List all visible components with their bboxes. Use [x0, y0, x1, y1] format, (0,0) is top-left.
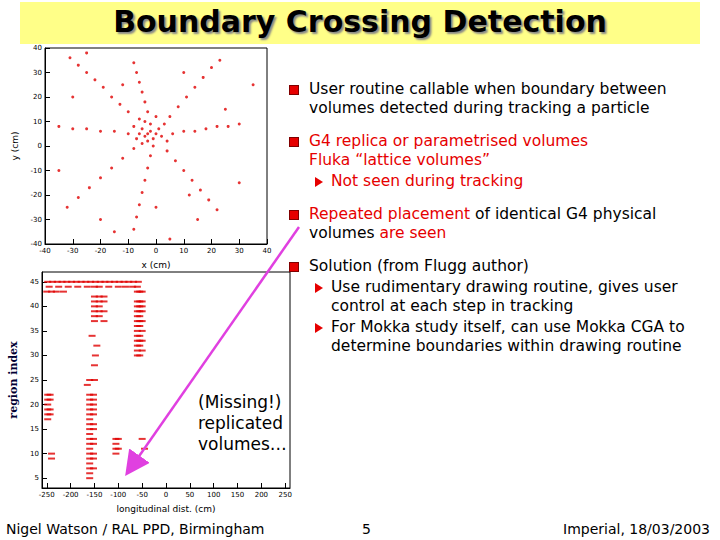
svg-text:0: 0 — [154, 247, 158, 255]
svg-text:x (cm): x (cm) — [142, 260, 171, 270]
svg-text:0: 0 — [38, 142, 42, 150]
html-text:5: 5 — [362, 521, 371, 537]
html-text:Boundary Crossing Detection: Boundary Crossing Detection — [113, 4, 607, 39]
svg-text:30: 30 — [33, 69, 42, 77]
html-text:Not seen during tracking: Not seen during tracking — [331, 172, 524, 190]
html-text:Imperial, 18/03/2003: Imperial, 18/03/2003 — [563, 521, 710, 537]
svg-text:-10: -10 — [31, 167, 42, 175]
html-text:For Mokka study itself, can us: For Mokka study itself, can use Mokka CG… — [331, 318, 685, 355]
svg-text:longitudinal dist. (cm): longitudinal dist. (cm) — [117, 504, 216, 514]
svg-text:5: 5 — [35, 474, 39, 482]
html-text:G4 replica or parametrised vol: G4 replica or parametrised volumes Fluka… — [309, 132, 588, 169]
html-text:User routine callable when bou: User routine callable when boundary betw… — [309, 80, 667, 117]
svg-text:-20: -20 — [31, 191, 42, 199]
svg-text:20: 20 — [33, 93, 42, 101]
html-text:(Missing!) replicated volumes…: (Missing!) replicated volumes… — [198, 392, 287, 454]
svg-text:200: 200 — [255, 491, 268, 499]
svg-text:40: 40 — [33, 44, 42, 52]
svg-text:-100: -100 — [110, 491, 126, 499]
svg-text:45: 45 — [30, 278, 39, 286]
svg-text:-50: -50 — [136, 491, 147, 499]
svg-text:-20: -20 — [95, 247, 106, 255]
svg-text:50: 50 — [185, 491, 194, 499]
svg-text:30: 30 — [235, 247, 244, 255]
svg-text:-250: -250 — [39, 491, 55, 499]
svg-text:region index: region index — [7, 341, 20, 419]
html-text:Nigel Watson / RAL PPD, Birmin: Nigel Watson / RAL PPD, Birmingham — [6, 521, 265, 537]
svg-text:-150: -150 — [87, 491, 103, 499]
svg-text:35: 35 — [30, 327, 39, 335]
svg-text:20: 20 — [207, 247, 216, 255]
svg-text:20: 20 — [30, 401, 39, 409]
svg-text:10: 10 — [179, 247, 188, 255]
svg-text:0: 0 — [164, 491, 168, 499]
svg-text:y (cm): y (cm) — [10, 132, 20, 161]
svg-text:10: 10 — [30, 450, 39, 458]
html-text:Solution (from Flugg author): Solution (from Flugg author) — [309, 257, 529, 275]
svg-text:10: 10 — [33, 118, 42, 126]
html-text:Use rudimentary drawing routin: Use rudimentary drawing routine, gives u… — [331, 278, 678, 315]
svg-text:-30: -30 — [31, 216, 42, 224]
svg-text:40: 40 — [263, 247, 272, 255]
svg-text:150: 150 — [231, 491, 244, 499]
html-text:Repeated placement of identica: Repeated placement of identical G4 physi… — [309, 205, 657, 242]
svg-text:100: 100 — [207, 491, 220, 499]
svg-text:30: 30 — [30, 351, 39, 359]
svg-text:-30: -30 — [67, 247, 78, 255]
svg-text:40: 40 — [30, 302, 39, 310]
svg-text:-10: -10 — [123, 247, 134, 255]
svg-text:-200: -200 — [63, 491, 79, 499]
svg-text:-40: -40 — [30, 240, 42, 248]
svg-text:15: 15 — [30, 425, 39, 433]
svg-text:25: 25 — [30, 376, 39, 384]
svg-text:-40: -40 — [39, 247, 50, 255]
svg-text:250: 250 — [279, 491, 292, 499]
